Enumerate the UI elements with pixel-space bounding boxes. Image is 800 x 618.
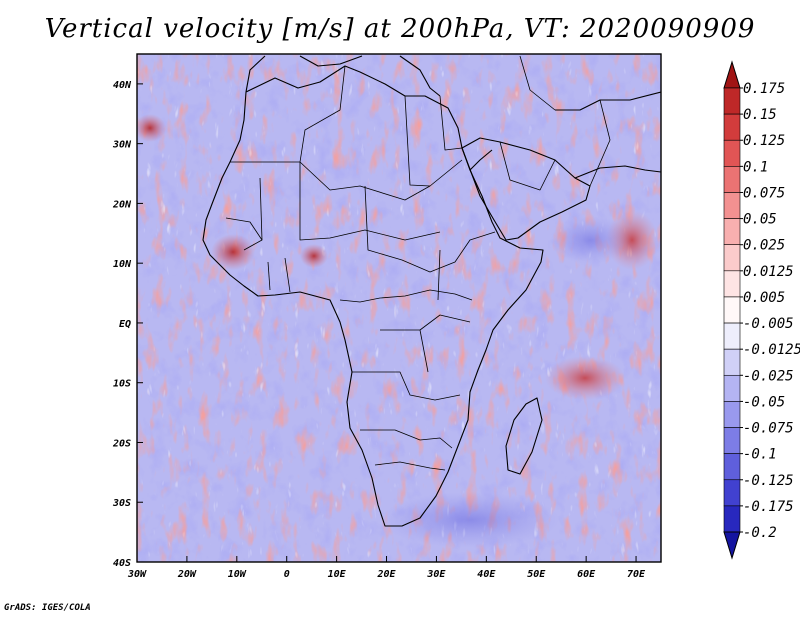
colorbar-label: 0.075 — [743, 185, 785, 201]
colorbar-label: -0.1 — [743, 447, 777, 463]
colorbar-swatch — [723, 113, 741, 141]
longitude-axis: 30W 20W 10W 0 10E 20E 30E 40E 50E 60E 70E — [127, 556, 646, 580]
lat-tick-label: 20S — [112, 438, 131, 449]
colorbar-swatch — [723, 244, 741, 272]
colorbar-label: -0.075 — [743, 421, 794, 437]
lat-tick-label: 10S — [113, 379, 131, 390]
lat-tick-label: 30S — [112, 498, 131, 509]
colorbar-label: 0.005 — [743, 290, 785, 306]
lon-tick-label: 70E — [627, 569, 646, 580]
colorbar-swatch — [723, 505, 741, 533]
lat-tick-label: 20N — [112, 199, 132, 210]
lat-tick-label: EQ — [119, 319, 131, 330]
lat-tick-label: 30N — [112, 140, 132, 151]
colorbar-label: -0.125 — [743, 473, 794, 489]
lon-tick-label: 10E — [328, 569, 347, 580]
colorbar-swatch — [723, 166, 741, 193]
colorbar-swatch — [723, 270, 741, 298]
colorbar-swatch — [723, 87, 741, 115]
colorbar-label: 0.025 — [743, 238, 785, 254]
map-title: Vertical velocity [m/s] at 200hPa, VT: 2… — [44, 14, 756, 44]
colorbar-label: -0.05 — [743, 394, 785, 410]
lon-tick-label: 40E — [477, 569, 496, 580]
colorbar-swatch — [723, 453, 741, 481]
colorbar-label: 0.15 — [743, 107, 777, 123]
lon-tick-label: 10W — [228, 569, 247, 580]
colorbar-label: -0.0125 — [743, 342, 800, 358]
colorbar-swatch — [723, 374, 741, 402]
lon-tick-label: 0 — [284, 569, 290, 580]
colorbar-swatch — [723, 322, 741, 350]
latitude-axis: 40N 30N 20N 10N EQ 10S 20S 30S 40S — [112, 80, 143, 569]
colorbar-label: -0.005 — [743, 316, 794, 332]
lon-tick-label: 50E — [527, 569, 546, 580]
colorbar-top-arrow — [723, 60, 741, 89]
colorbar-swatch — [723, 479, 741, 507]
lat-tick-label: 40S — [113, 558, 131, 569]
plot-frame — [136, 53, 662, 563]
colorbar-swatch — [723, 218, 741, 246]
colorbar-label: 0.05 — [743, 212, 777, 228]
lon-tick-label: 30E — [426, 569, 446, 580]
lon-tick-label: 20E — [376, 569, 396, 580]
colorbar-swatch — [723, 296, 741, 324]
colorbar-label: -0.2 — [743, 525, 777, 541]
lon-tick-label: 20W — [177, 569, 197, 580]
colorbar-label: 0.1 — [743, 159, 768, 175]
lon-tick-label: 30W — [127, 569, 147, 580]
grads-credit: GrADS: IGES/COLA — [4, 603, 91, 613]
colorbar-bottom-arrow — [723, 531, 741, 560]
vertical-velocity-field — [137, 54, 661, 562]
colorbar: 0.175 0.15 0.125 0.1 0.075 0.05 0.025 0.0125 0.0… — [723, 60, 800, 560]
colorbar-swatch — [723, 348, 741, 376]
colorbar-label: 0.125 — [743, 133, 785, 149]
colorbar-swatch — [723, 401, 741, 428]
colorbar-swatch — [723, 139, 741, 167]
colorbar-label: 0.0125 — [743, 264, 794, 280]
lat-tick-label: 10N — [113, 259, 132, 270]
colorbar-label: -0.025 — [743, 368, 794, 384]
colorbar-label: 0.175 — [743, 81, 785, 97]
colorbar-swatch — [723, 427, 741, 454]
coastlines-and-borders — [202, 55, 661, 527]
lon-tick-label: 60E — [577, 569, 596, 580]
colorbar-swatch — [723, 192, 741, 219]
colorbar-label: -0.175 — [743, 499, 794, 515]
lat-tick-label: 40N — [113, 80, 132, 91]
